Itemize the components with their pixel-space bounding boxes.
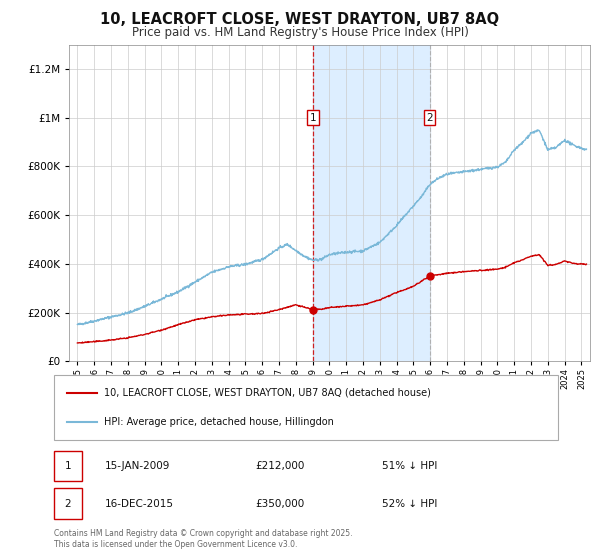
Text: 1: 1 (65, 461, 71, 471)
FancyBboxPatch shape (54, 375, 558, 440)
Text: 10, LEACROFT CLOSE, WEST DRAYTON, UB7 8AQ: 10, LEACROFT CLOSE, WEST DRAYTON, UB7 8A… (100, 12, 500, 27)
Bar (313, 45, 430, 361)
FancyBboxPatch shape (54, 488, 82, 519)
Text: 10, LEACROFT CLOSE, WEST DRAYTON, UB7 8AQ (detached house): 10, LEACROFT CLOSE, WEST DRAYTON, UB7 8A… (104, 388, 431, 398)
Text: Contains HM Land Registry data © Crown copyright and database right 2025.
This d: Contains HM Land Registry data © Crown c… (54, 529, 353, 549)
Text: 51% ↓ HPI: 51% ↓ HPI (382, 461, 437, 471)
Text: 16-DEC-2015: 16-DEC-2015 (104, 499, 173, 508)
Text: 1: 1 (310, 113, 317, 123)
Text: Price paid vs. HM Land Registry's House Price Index (HPI): Price paid vs. HM Land Registry's House … (131, 26, 469, 39)
Text: £350,000: £350,000 (256, 499, 305, 508)
Text: 52% ↓ HPI: 52% ↓ HPI (382, 499, 437, 508)
Text: 2: 2 (426, 113, 433, 123)
Text: £212,000: £212,000 (256, 461, 305, 471)
Text: 15-JAN-2009: 15-JAN-2009 (104, 461, 170, 471)
Text: HPI: Average price, detached house, Hillingdon: HPI: Average price, detached house, Hill… (104, 417, 334, 427)
FancyBboxPatch shape (54, 451, 82, 482)
Text: 2: 2 (65, 499, 71, 508)
